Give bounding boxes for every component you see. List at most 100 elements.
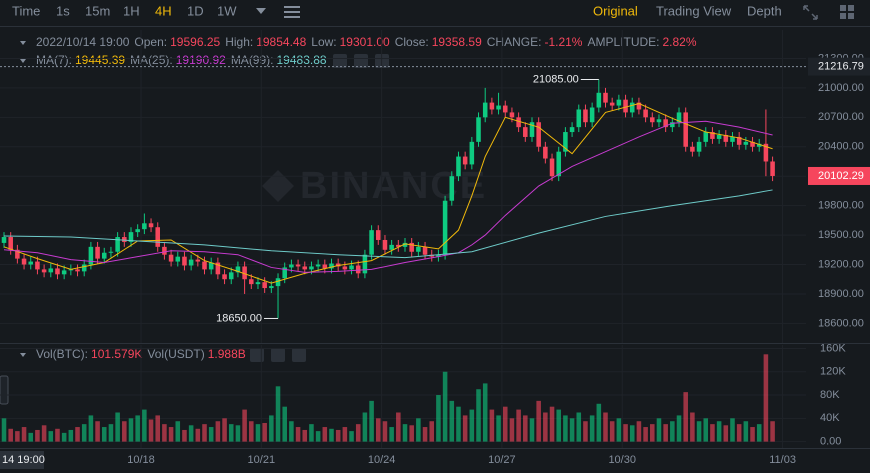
interval-button[interactable]: 1W [217,3,237,18]
volume-bar [175,421,181,442]
candle-body [202,261,207,270]
interval-button[interactable]: Time [12,3,40,18]
candle-body [148,223,154,228]
candle-body [235,266,241,273]
candle-body [569,127,575,133]
candle-body [589,107,595,123]
candle-body [529,122,535,137]
indicator-settings-icon[interactable] [284,6,300,18]
volume-bar [636,421,642,442]
candle-body [629,102,635,113]
candle-body [409,242,414,252]
volume-bar [255,424,261,442]
ma-legend-icons[interactable] [333,54,389,68]
volume-bar [476,389,481,442]
y-tick-label: 19500.00 [818,229,864,241]
candle-body [583,109,588,123]
interval-button[interactable]: 4H [155,3,172,18]
candle-body [242,266,247,280]
x-tick-label: 11/03 [769,454,796,466]
volume-bar [68,429,74,442]
x-tick-label: 10/18 [127,454,155,466]
side-panel-toggle[interactable] [0,375,9,405]
volume-bar [168,427,174,442]
y-tick-label: 18900.00 [818,288,864,300]
candle-body [723,134,729,142]
candle-body [696,141,702,152]
interval-button[interactable]: 1s [56,3,70,18]
volume-bar [222,418,227,442]
volume-bar [670,421,675,442]
x-tick-label: 10/24 [368,454,396,466]
interval-button[interactable]: 1H [123,3,140,18]
candle-body [115,237,120,252]
volume-bar [736,424,742,442]
collapse-arrow[interactable] [20,41,26,45]
more-intervals-icon[interactable] [256,8,266,14]
candle-body [736,136,742,145]
candle-body [456,156,461,177]
grid-icon[interactable] [840,5,854,19]
x-tick-label: 10/27 [488,454,516,466]
volume-bar [15,431,20,442]
volume-bar [482,383,488,442]
volume-bar [429,421,435,442]
volume-bar [362,412,368,442]
volume-bar [589,415,595,442]
volume-bar [770,421,775,442]
volume-bar [28,432,34,442]
view-tab[interactable]: Original [593,3,638,18]
volume-bar [101,427,107,442]
candle-body [489,102,495,110]
legend-label: MA(7): [36,53,72,67]
candle-body [289,264,294,268]
view-tab[interactable]: Depth [747,3,782,18]
volume-bar [302,429,308,442]
volume-bar [262,422,267,442]
interval-button[interactable]: 1D [187,3,204,18]
volume-bar [509,418,515,442]
volume-bar [716,421,722,442]
volume-bar [115,412,120,442]
volume-bar [142,409,147,442]
volume-bar [402,424,408,442]
legend-label: Close: [395,35,429,49]
candle-body [382,239,388,250]
candle-body [101,252,107,259]
candle-body [142,223,147,230]
candle-body [135,229,140,233]
candle-body [355,265,361,274]
fullscreen-icon[interactable] [803,5,818,20]
volume-bar [375,418,381,442]
volume-bar [576,412,582,442]
volume-bar [516,409,521,442]
watermark: BINANCE [300,165,487,207]
volume-bar [496,415,501,442]
candle-body [730,136,735,142]
legend-value: 19358.59 [432,35,482,49]
candle-body [342,266,348,270]
legend-value: 19483.88 [277,53,327,67]
legend-label: Vol(USDT) [147,347,204,361]
view-tab[interactable]: Trading View [656,3,732,18]
interval-button[interactable]: 15m [85,3,110,18]
volume-bar [135,415,140,442]
candle-body [155,227,160,247]
volume-bar [583,421,588,442]
candle-body [402,242,408,247]
candle-body [476,117,481,142]
candle-body [329,263,334,269]
volume-bar [162,424,167,442]
legend-value: 1.988B [208,347,246,361]
candle-body [536,122,541,147]
volume-bar [730,418,735,442]
collapse-arrow[interactable] [20,353,26,357]
collapse-arrow[interactable] [20,59,26,63]
volume-bar [75,427,80,442]
volume-bars [1,354,775,442]
volume-bar [322,427,328,442]
candle-body [576,109,582,128]
candle-body [349,265,354,270]
volume-bar [88,415,94,442]
vol-legend-icons[interactable] [250,348,306,362]
